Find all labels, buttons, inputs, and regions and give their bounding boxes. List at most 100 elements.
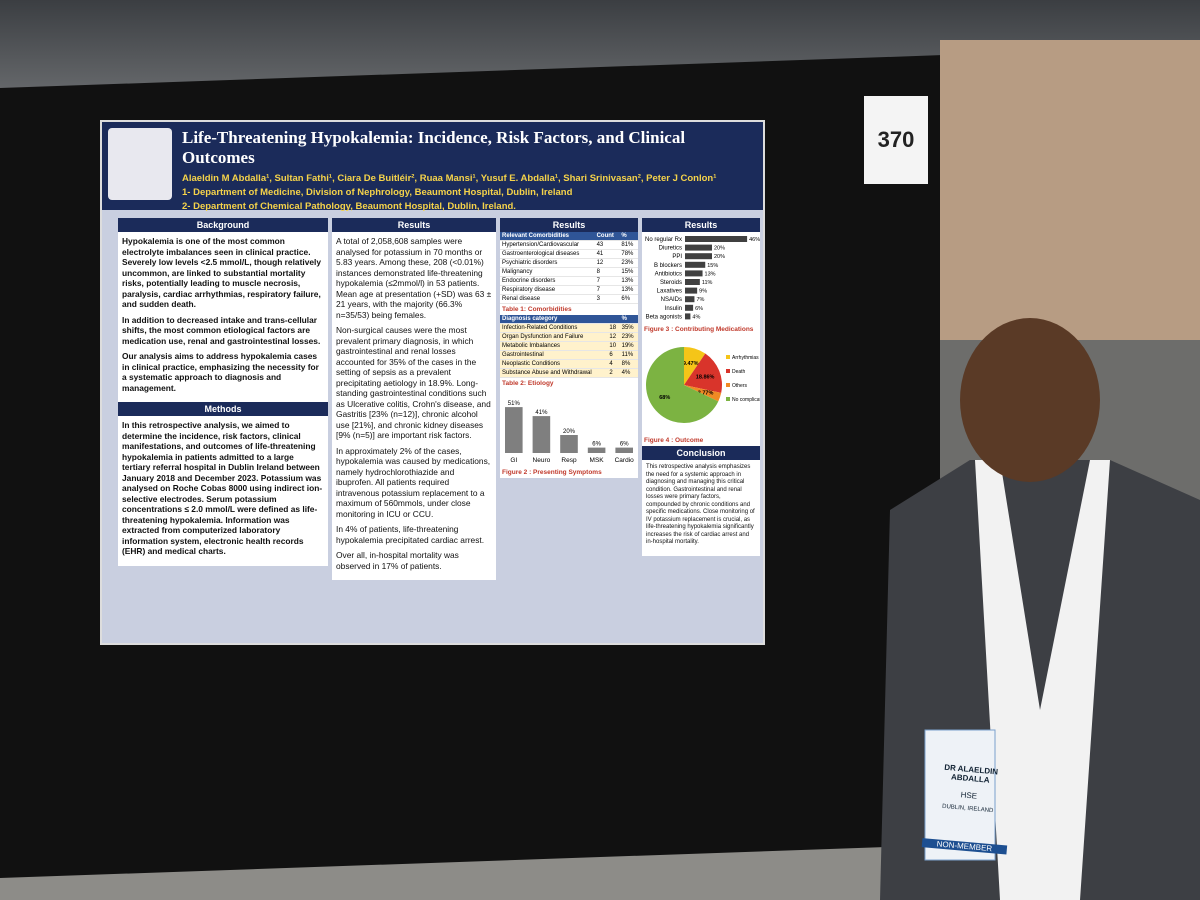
value-label: 9% <box>699 289 707 295</box>
bar <box>685 236 748 242</box>
value-label: 20% <box>714 246 725 252</box>
cell: Neoplastic Conditions <box>500 359 608 369</box>
section-body: This retrospective analysis emphasizes t… <box>642 460 760 556</box>
value-label: 15% <box>707 263 718 269</box>
cell: 6 <box>607 350 620 360</box>
category-label: Cardio <box>615 457 635 464</box>
paragraph: In addition to decreased intake and tran… <box>122 314 321 346</box>
cell: Gastroenterological diseases <box>500 249 595 259</box>
category-label: MSK <box>590 457 605 464</box>
bar <box>532 416 551 453</box>
paragraph: Our analysis aims to address hypokalemia… <box>122 351 319 393</box>
header-cell: Relevant Comorbidities <box>500 232 595 241</box>
category-label: PPI <box>672 254 682 260</box>
bar <box>685 304 694 311</box>
bar <box>560 435 578 453</box>
caption: Figure 3 : Contributing Medications <box>642 324 760 335</box>
outcome-chart: 9.47% Arrhythmias 18.86% Death 3.77% Others 68… <box>642 335 760 435</box>
table-row: Neoplastic Conditions 4 8% <box>500 359 638 369</box>
cell: 23% <box>619 332 638 342</box>
header-cell: Diagnosis category <box>500 315 620 324</box>
cell: Organ Dysfunction and Failure <box>500 332 608 342</box>
table-row: Endocrine disorders 7 13% <box>500 276 638 286</box>
bar <box>505 407 523 453</box>
section-heading: Results <box>642 218 760 232</box>
category-label: Diuretics <box>659 246 682 252</box>
cell: Endocrine disorders <box>500 276 595 286</box>
legend-swatch <box>726 355 730 359</box>
header-cell: % <box>619 315 638 324</box>
cell: 8% <box>619 359 638 369</box>
paragraph: Hypokalemia is one of the most common el… <box>122 236 321 309</box>
column: Results A total of 2,058,608 samples were… <box>332 218 496 635</box>
authors: Alaeldin M Abdalla¹, Sultan Fathi¹, Ciar… <box>182 173 717 184</box>
cell: 2 <box>607 368 620 378</box>
table-row: Respiratory disease 7 13% <box>500 285 638 295</box>
cell: 43 <box>594 240 620 250</box>
table: Relevant Comorbidities Count% Hypertension… <box>500 232 638 304</box>
legend-label: Others <box>732 383 748 389</box>
column: Background Hypokalemia is one of the most… <box>118 218 328 635</box>
caption: Figure 4 : Outcome <box>642 435 760 446</box>
table-row: Malignancy 8 15% <box>500 267 638 277</box>
category-label: GI <box>510 457 517 464</box>
cell: 19% <box>619 341 638 351</box>
paragraph: In approximately 2% of the cases, hypoka… <box>336 445 491 519</box>
pie-slice <box>684 385 722 402</box>
cell: Psychiatric disorders <box>500 258 595 268</box>
table-row: Psychiatric disorders 12 23% <box>500 258 638 268</box>
cell: Substance Abuse and Withdrawal <box>500 368 608 378</box>
cell: 15% <box>619 267 638 277</box>
value-label: 46% <box>749 237 760 243</box>
value-label: 20% <box>714 254 725 260</box>
table-row: Organ Dysfunction and Failure 12 23% <box>500 332 638 342</box>
table-row: Substance Abuse and Withdrawal 2 4% <box>500 368 638 378</box>
category-label: Resp <box>561 457 577 464</box>
category-label: Antibiotics <box>655 271 682 277</box>
table-row: Hypertension/Cardiovascular 43 81% <box>500 240 638 250</box>
cell: 12 <box>607 332 620 342</box>
value-label: 4% <box>692 314 700 320</box>
poster-title: Life-Threatening Hypokalemia: Incidence,… <box>182 128 686 167</box>
cell: 78% <box>619 249 638 259</box>
cell: Malignancy <box>500 267 595 277</box>
value-label: 6% <box>592 442 601 448</box>
table-row: Gastroenterological diseases 41 78% <box>500 249 638 259</box>
affiliation: 2- Department of Chemical Pathology, Bea… <box>182 201 516 212</box>
bar <box>685 253 712 260</box>
column: Results Relevant Comorbidities Count% Hyper… <box>500 218 638 635</box>
caption: Figure 2 : Presenting Symptoms <box>500 467 638 478</box>
cell: 8 <box>594 267 620 277</box>
cell: 4% <box>619 368 638 378</box>
bar <box>685 313 691 320</box>
bar <box>685 296 695 303</box>
bar <box>685 287 698 294</box>
paragraph: In this retrospective analysis, we aimed… <box>122 420 323 556</box>
category-label: B blockers <box>654 263 682 269</box>
value-label: 9.47% <box>683 361 699 367</box>
cell: 23% <box>619 258 638 268</box>
paragraph: Non-surgical causes were the most preval… <box>336 325 491 440</box>
paragraph: This retrospective analysis emphasizes t… <box>646 464 755 545</box>
name-badge: DR ALAELDIN ABDALLA HSE DUBLIN, IRELAND … <box>920 732 1016 869</box>
legend-label: No complications <box>732 397 760 403</box>
cell: 6% <box>619 294 638 304</box>
legend-swatch <box>726 383 730 387</box>
table-row: Metabolic Imbalances 10 19% <box>500 341 638 351</box>
legend-swatch <box>726 397 730 401</box>
cell: 13% <box>619 285 638 295</box>
bar <box>685 244 712 251</box>
category-label: Insulin <box>665 306 682 312</box>
legend-label: Arrhythmias <box>732 355 759 361</box>
category-label: Neuro <box>533 457 551 464</box>
crest <box>108 128 172 200</box>
bar <box>587 447 606 453</box>
symptoms-chart: 51% GI 41% Neuro 20% Resp 6% MSK 6% Cardio <box>500 389 638 467</box>
poster-header: Life-Threatening Hypokalemia: Incidence,… <box>102 122 763 212</box>
value-label: 68% <box>659 395 670 401</box>
cell: 18 <box>607 323 620 333</box>
section-heading: Methods <box>118 402 328 416</box>
value-label: 11% <box>702 280 713 286</box>
cell: 4 <box>607 359 620 369</box>
